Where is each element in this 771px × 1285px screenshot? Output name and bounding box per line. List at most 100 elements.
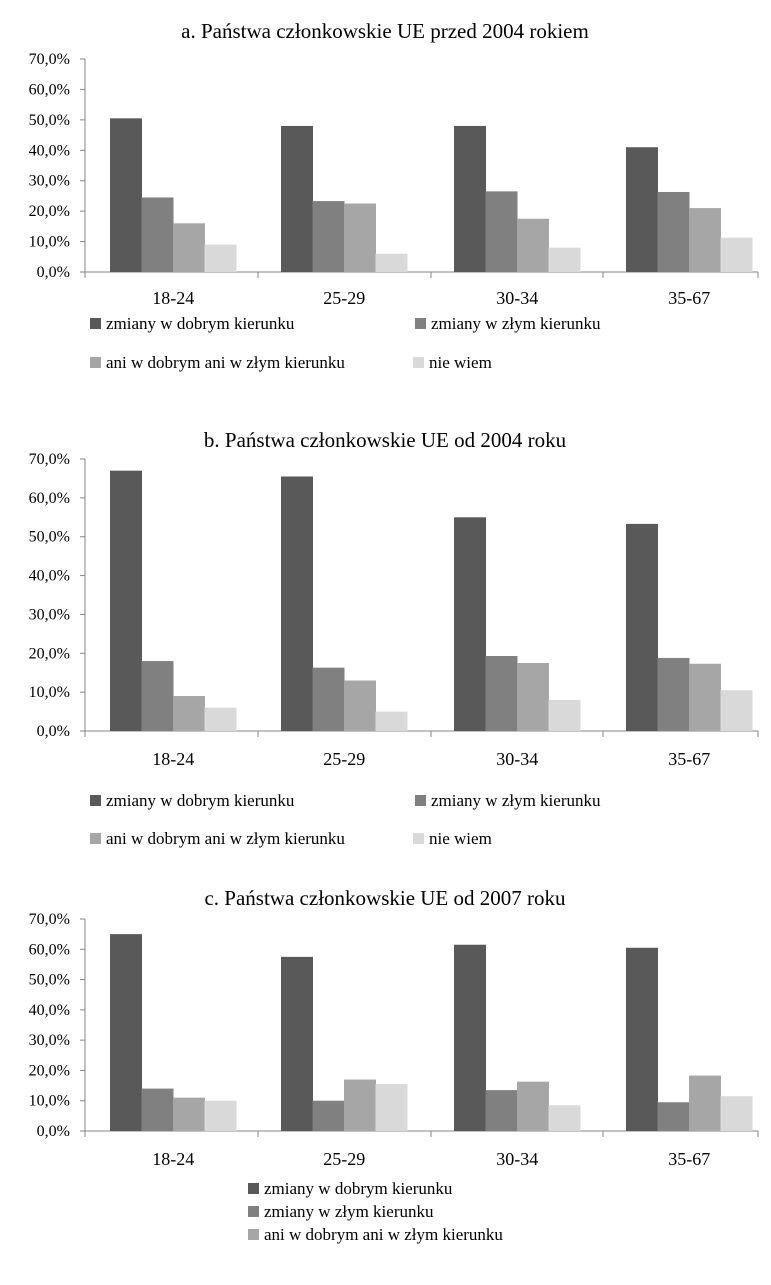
y-tick-label: 70,0% — [29, 451, 70, 468]
bar-18-24-series-4 — [204, 1100, 237, 1131]
legend-label: zmiany w dobrym kierunku — [264, 1179, 453, 1198]
legend-swatch — [90, 357, 101, 368]
bar-18-24-series-2 — [141, 1088, 174, 1131]
bar-18-24-series-3 — [173, 1097, 205, 1131]
chart-title: b. Państwa członkowskie UE od 2004 roku — [204, 428, 567, 452]
y-tick-label: 40,0% — [29, 142, 70, 159]
x-tick-label: 30-34 — [496, 749, 538, 769]
bar-35-67-series-3 — [689, 1075, 721, 1131]
legend-label: ani w dobrym ani w złym kierunku — [264, 1225, 503, 1244]
x-tick-label: 35-67 — [668, 288, 710, 308]
y-tick-label: 30,0% — [29, 173, 70, 190]
bar-25-29-series-4 — [375, 1084, 408, 1131]
y-tick-label: 0,0% — [37, 264, 70, 281]
legend-item: ani w dobrym ani w złym kierunku — [248, 1225, 503, 1244]
bar-18-24-series-1 — [110, 118, 142, 272]
bar-25-29-series-1 — [281, 125, 313, 272]
y-tick-label: 40,0% — [29, 568, 70, 585]
y-tick-label: 50,0% — [29, 112, 70, 129]
bar-25-29-series-2 — [312, 667, 345, 731]
legend-item: nie wiem — [413, 353, 492, 372]
bar-35-67-series-4 — [720, 690, 753, 731]
legend-swatch — [413, 833, 424, 844]
bar-30-34-series-1 — [454, 944, 486, 1131]
legend-swatch — [90, 833, 101, 844]
legend-item: zmiany w dobrym kierunku — [248, 1179, 453, 1198]
bar-30-34-series-2 — [485, 191, 518, 272]
y-tick-label: 20,0% — [29, 645, 70, 662]
legend-item: zmiany w złym kierunku — [248, 1202, 434, 1221]
legend-label: nie wiem — [429, 353, 492, 372]
y-tick-label: 30,0% — [29, 1032, 70, 1049]
bar-35-67-series-1 — [626, 147, 658, 272]
legend-label: ani w dobrym ani w złym kierunku — [106, 829, 345, 848]
bar-18-24-series-3 — [173, 223, 205, 272]
bar-30-34-series-3 — [517, 663, 549, 731]
y-tick-label: 0,0% — [37, 723, 70, 740]
legend-label: zmiany w złym kierunku — [431, 314, 601, 333]
legend-item: zmiany w dobrym kierunku — [90, 791, 295, 810]
bar-30-34-series-4 — [548, 1105, 581, 1131]
y-tick-label: 60,0% — [29, 941, 70, 958]
legend-item: ani w dobrym ani w złym kierunku — [90, 829, 345, 848]
bar-35-67-series-3 — [689, 663, 721, 731]
bar-25-29-series-4 — [375, 711, 408, 731]
x-tick-label: 25-29 — [323, 1149, 365, 1169]
x-tick-label: 30-34 — [496, 1149, 538, 1169]
legend-item: zmiany w złym kierunku — [415, 791, 601, 810]
legend-swatch — [248, 1229, 259, 1240]
bar-18-24-series-4 — [204, 244, 237, 272]
legend-swatch — [248, 1183, 259, 1194]
bar-35-67-series-2 — [657, 191, 690, 272]
bar-25-29-series-3 — [344, 680, 376, 731]
bar-30-34-series-2 — [485, 1090, 518, 1131]
bar-18-24-series-1 — [110, 470, 142, 731]
y-tick-label: 10,0% — [29, 1093, 70, 1110]
bar-35-67-series-4 — [720, 1096, 753, 1131]
legend-swatch — [90, 795, 101, 806]
legend-item: ani w dobrym ani w złym kierunku — [90, 353, 345, 372]
bar-25-29-series-1 — [281, 476, 313, 731]
chart-a: a. Państwa członkowskie UE przed 2004 ro… — [29, 19, 759, 372]
bar-18-24-series-2 — [141, 197, 174, 272]
bar-25-29-series-3 — [344, 1079, 376, 1131]
legend-item: zmiany w dobrym kierunku — [90, 314, 295, 333]
legend-label: nie wiem — [429, 829, 492, 848]
bar-30-34-series-3 — [517, 1081, 549, 1131]
legend-swatch — [415, 318, 426, 329]
legend-item: zmiany w złym kierunku — [415, 314, 601, 333]
y-tick-label: 60,0% — [29, 490, 70, 507]
y-tick-label: 30,0% — [29, 606, 70, 623]
bar-18-24-series-4 — [204, 707, 237, 731]
x-tick-label: 35-67 — [668, 749, 710, 769]
bar-35-67-series-3 — [689, 208, 721, 272]
bar-35-67-series-2 — [657, 1102, 690, 1131]
y-tick-label: 50,0% — [29, 972, 70, 989]
bar-25-29-series-3 — [344, 203, 376, 272]
chart-c: c. Państwa członkowskie UE od 2007 roku 0… — [29, 886, 759, 1244]
bar-18-24-series-1 — [110, 934, 142, 1131]
y-tick-label: 20,0% — [29, 1062, 70, 1079]
x-tick-label: 18-24 — [152, 288, 194, 308]
bar-35-67-series-1 — [626, 947, 658, 1131]
y-tick-label: 0,0% — [37, 1123, 70, 1140]
y-tick-label: 60,0% — [29, 81, 70, 98]
bar-30-34-series-3 — [517, 218, 549, 272]
y-tick-label: 70,0% — [29, 51, 70, 68]
bar-30-34-series-4 — [548, 699, 581, 731]
bar-25-29-series-4 — [375, 253, 408, 272]
legend-label: zmiany w złym kierunku — [264, 1202, 434, 1221]
legend-swatch — [90, 318, 101, 329]
y-tick-label: 40,0% — [29, 1002, 70, 1019]
chart-b: b. Państwa członkowskie UE od 2004 roku 0… — [29, 428, 759, 848]
legend-label: zmiany w złym kierunku — [431, 791, 601, 810]
legend-swatch — [248, 1206, 259, 1217]
bar-30-34-series-4 — [548, 247, 581, 272]
bar-18-24-series-3 — [173, 696, 205, 731]
bar-18-24-series-2 — [141, 661, 174, 731]
bar-25-29-series-2 — [312, 201, 345, 272]
bar-35-67-series-4 — [720, 237, 753, 272]
legend-swatch — [415, 795, 426, 806]
y-tick-label: 70,0% — [29, 911, 70, 928]
